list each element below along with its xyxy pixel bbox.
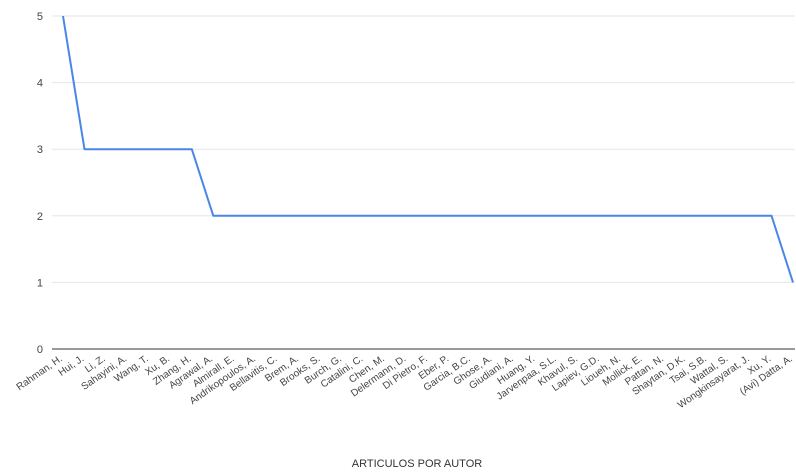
gridlines: [52, 15, 795, 350]
data-point: [298, 215, 300, 217]
y-axis-ticks: 0 1 2 3 4 5: [37, 11, 43, 356]
data-point: [406, 215, 408, 217]
x-axis-ticks: Rahman, H.Hui, J.Li, Z.Sahayini, A.Wang,…: [15, 353, 795, 411]
data-point: [363, 215, 365, 217]
data-point: [320, 215, 322, 217]
data-point: [470, 215, 472, 217]
y-tick-label: 1: [37, 277, 43, 289]
data-point: [706, 215, 708, 217]
data-point: [255, 215, 257, 217]
x-axis-title: ARTICULOS POR AUTOR: [352, 458, 482, 470]
data-point: [341, 215, 343, 217]
data-point: [728, 215, 730, 217]
data-point: [642, 215, 644, 217]
data-point: [83, 148, 85, 150]
data-point: [384, 215, 386, 217]
data-point: [491, 215, 493, 217]
data-point: [126, 148, 128, 150]
data-point: [448, 215, 450, 217]
data-point: [427, 215, 429, 217]
data-point: [792, 281, 794, 283]
series-group: [62, 15, 794, 283]
data-point: [749, 215, 751, 217]
series-line: [62, 15, 794, 283]
data-point: [234, 215, 236, 217]
data-point: [534, 215, 536, 217]
data-point: [663, 215, 665, 217]
data-point: [169, 148, 171, 150]
data-point: [577, 215, 579, 217]
y-tick-label: 5: [37, 11, 43, 23]
data-point: [277, 215, 279, 217]
data-point: [513, 215, 515, 217]
y-tick-label: 2: [37, 211, 43, 223]
x-tick-label: Rahman, H.: [15, 353, 65, 393]
y-tick-label: 3: [37, 144, 43, 156]
data-point: [771, 215, 773, 217]
y-tick-label: 4: [37, 78, 43, 90]
x-tick-label: Hui, J.: [57, 353, 87, 378]
data-point: [599, 215, 601, 217]
data-point: [62, 15, 64, 17]
data-point: [556, 215, 558, 217]
data-point: [685, 215, 687, 217]
data-point: [212, 215, 214, 217]
data-point: [148, 148, 150, 150]
data-point: [105, 148, 107, 150]
data-point: [620, 215, 622, 217]
data-point: [191, 148, 193, 150]
y-tick-label: 0: [37, 344, 43, 356]
